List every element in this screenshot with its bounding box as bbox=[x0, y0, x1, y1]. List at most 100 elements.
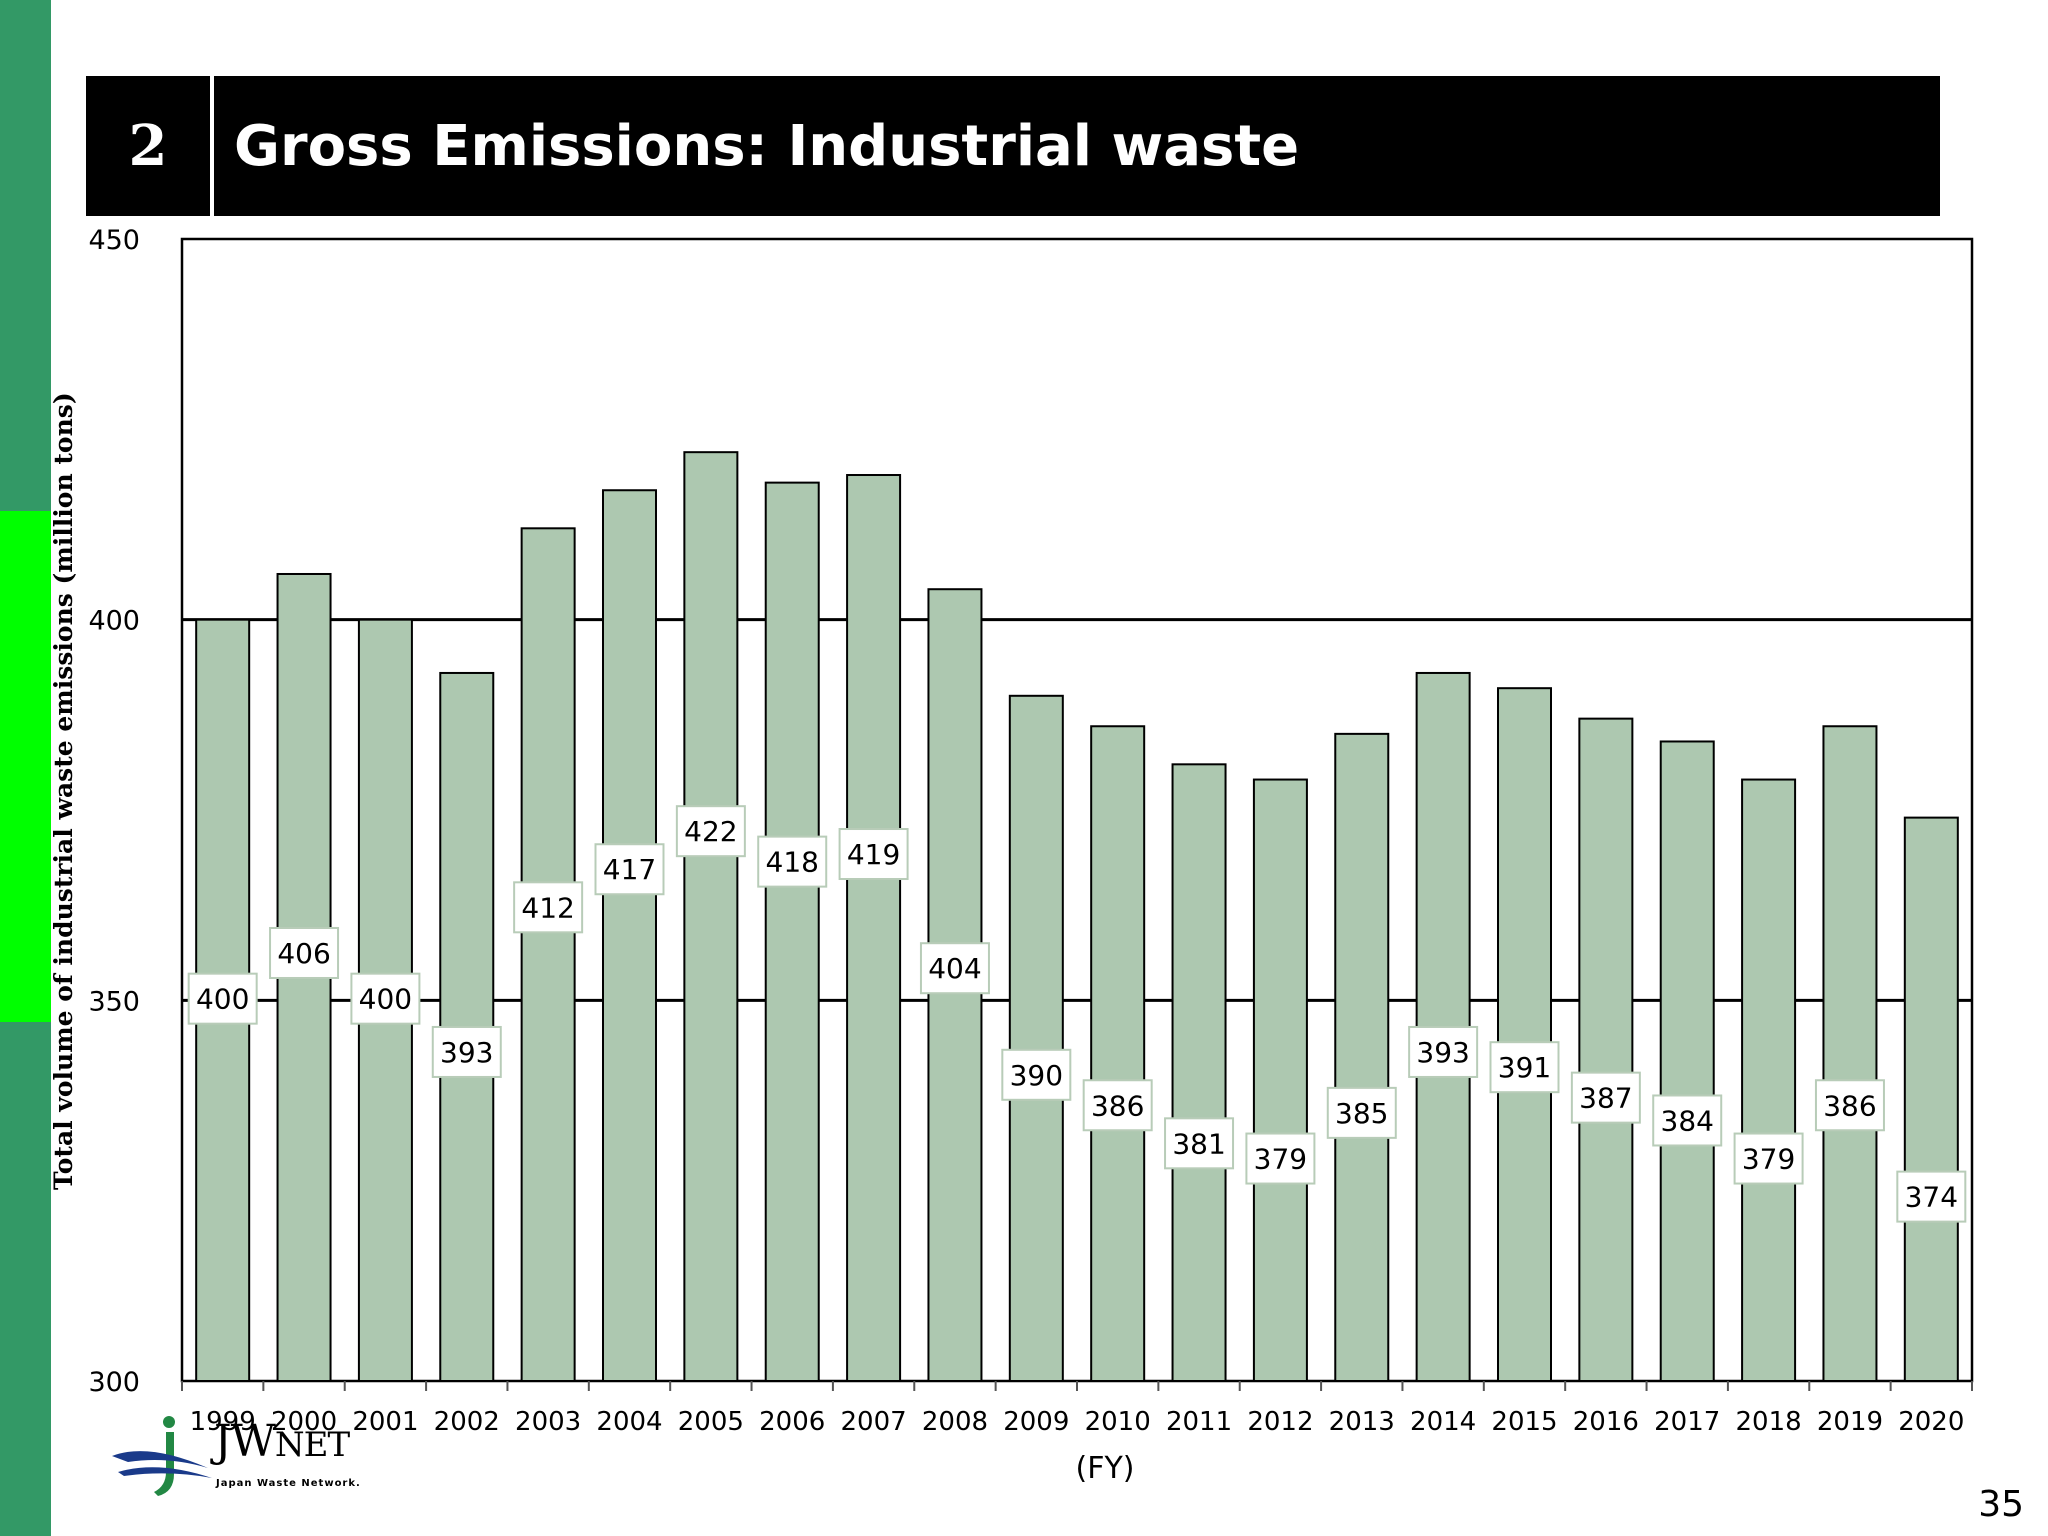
x-tick-label: 2000 bbox=[271, 1407, 337, 1437]
data-label-box bbox=[1326, 1086, 1397, 1139]
x-tick-label: 2008 bbox=[922, 1407, 988, 1437]
bar-2003 bbox=[520, 527, 576, 1382]
slide-title: Gross Emissions: Industrial waste bbox=[234, 113, 1300, 179]
data-label: 374 bbox=[1905, 1181, 1958, 1214]
data-label-box bbox=[187, 972, 258, 1025]
bar-2004 bbox=[602, 489, 657, 1382]
bar-2020 bbox=[1903, 816, 1959, 1382]
data-label-box bbox=[269, 926, 340, 979]
data-label: 400 bbox=[359, 983, 412, 1016]
x-tick-label: 2019 bbox=[1817, 1407, 1883, 1437]
data-label-box bbox=[1814, 1079, 1885, 1132]
data-label-box bbox=[431, 1025, 502, 1078]
bar-2011 bbox=[1171, 763, 1227, 1382]
y-tick-label: 350 bbox=[88, 986, 140, 1017]
data-label: 393 bbox=[440, 1036, 493, 1069]
data-label-box bbox=[675, 805, 746, 858]
x-tick-label: 2005 bbox=[678, 1407, 744, 1437]
data-label: 387 bbox=[1579, 1082, 1632, 1115]
sidebar-accent-bright bbox=[0, 511, 51, 1022]
bar-2017 bbox=[1659, 740, 1715, 1382]
data-label: 393 bbox=[1416, 1036, 1469, 1069]
x-tick-label: 2018 bbox=[1736, 1407, 1802, 1437]
section-number: 2 bbox=[128, 113, 168, 179]
x-tick-label: 2004 bbox=[596, 1407, 662, 1437]
data-label-box bbox=[757, 835, 828, 888]
data-label-box bbox=[1245, 1132, 1316, 1185]
bar-2007 bbox=[846, 474, 902, 1383]
x-tick-label: 1999 bbox=[190, 1407, 256, 1437]
bar-2015 bbox=[1497, 687, 1552, 1382]
data-label-box bbox=[838, 828, 909, 881]
data-label-box bbox=[1733, 1132, 1804, 1185]
data-label: 386 bbox=[1823, 1089, 1876, 1122]
bar-2006 bbox=[764, 481, 820, 1383]
x-tick-label: 2013 bbox=[1329, 1407, 1395, 1437]
jwnet-logo: JWNET Japan Waste Network. bbox=[108, 1412, 388, 1504]
data-label-box bbox=[1489, 1041, 1560, 1094]
data-label-box bbox=[513, 881, 584, 934]
x-tick-label: 2007 bbox=[841, 1407, 907, 1437]
data-label-box bbox=[1164, 1117, 1235, 1170]
logo-subtitle: Japan Waste Network. bbox=[216, 1478, 361, 1489]
bar-2010 bbox=[1090, 725, 1146, 1382]
data-label: 381 bbox=[1172, 1127, 1225, 1160]
bar-2018 bbox=[1741, 778, 1797, 1382]
logo-suffix: NET bbox=[274, 1425, 350, 1465]
data-label-box bbox=[1001, 1048, 1072, 1101]
y-tick-label: 300 bbox=[88, 1367, 140, 1398]
jwnet-logo-mark-icon bbox=[112, 1416, 212, 1496]
data-label: 400 bbox=[196, 983, 249, 1016]
x-tick-label: 2015 bbox=[1491, 1407, 1557, 1437]
data-label: 379 bbox=[1254, 1143, 1307, 1176]
data-label: 386 bbox=[1091, 1089, 1144, 1122]
data-label-box bbox=[1408, 1025, 1479, 1078]
logo-main: JW bbox=[214, 1416, 276, 1467]
x-tick-label: 2003 bbox=[515, 1407, 581, 1437]
x-tick-label: 2012 bbox=[1247, 1407, 1313, 1437]
data-label-box bbox=[1570, 1071, 1641, 1124]
data-label: 412 bbox=[521, 891, 574, 924]
data-label: 391 bbox=[1498, 1051, 1551, 1084]
data-label: 390 bbox=[1010, 1059, 1063, 1092]
header-divider bbox=[210, 76, 214, 216]
x-tick-label: 2010 bbox=[1085, 1407, 1151, 1437]
data-label: 422 bbox=[684, 815, 737, 848]
data-label: 418 bbox=[766, 846, 819, 879]
data-label: 379 bbox=[1742, 1143, 1795, 1176]
x-tick-label: 2014 bbox=[1410, 1407, 1476, 1437]
bar-2009 bbox=[1008, 694, 1064, 1382]
x-tick-label: 2017 bbox=[1654, 1407, 1720, 1437]
x-axis-title: (FY) bbox=[1075, 1451, 1135, 1486]
data-label: 404 bbox=[928, 952, 981, 985]
x-tick-label: 2020 bbox=[1898, 1407, 1964, 1437]
slide-header: 2 Gross Emissions: Industrial waste bbox=[86, 76, 1940, 216]
data-label-box bbox=[350, 972, 421, 1025]
data-label: 384 bbox=[1661, 1104, 1714, 1137]
data-label: 417 bbox=[603, 853, 656, 886]
data-label-box bbox=[919, 942, 990, 995]
x-tick-label: 2009 bbox=[1003, 1407, 1069, 1437]
bar-2012 bbox=[1252, 778, 1308, 1382]
logo-wordmark: JWNET bbox=[214, 1416, 350, 1467]
data-label-box bbox=[1082, 1079, 1153, 1132]
data-label-box bbox=[594, 843, 665, 896]
y-tick-label: 400 bbox=[88, 606, 140, 637]
y-tick-label: 450 bbox=[88, 225, 140, 256]
bar-2019 bbox=[1822, 725, 1878, 1382]
x-tick-label: 2016 bbox=[1573, 1407, 1639, 1437]
data-label: 406 bbox=[277, 937, 330, 970]
page-number: 35 bbox=[1978, 1484, 2024, 1525]
x-tick-label: 2001 bbox=[352, 1407, 418, 1437]
data-label: 385 bbox=[1335, 1097, 1388, 1130]
data-label-box bbox=[1652, 1094, 1723, 1147]
data-label: 419 bbox=[847, 838, 900, 871]
x-tick-label: 2011 bbox=[1166, 1407, 1232, 1437]
data-label-box bbox=[1896, 1170, 1967, 1223]
x-tick-label: 2002 bbox=[434, 1407, 500, 1437]
bar-2005 bbox=[683, 451, 739, 1382]
x-tick-label: 2006 bbox=[759, 1407, 825, 1437]
bar-2013 bbox=[1334, 732, 1390, 1382]
bar-2016 bbox=[1578, 717, 1634, 1382]
